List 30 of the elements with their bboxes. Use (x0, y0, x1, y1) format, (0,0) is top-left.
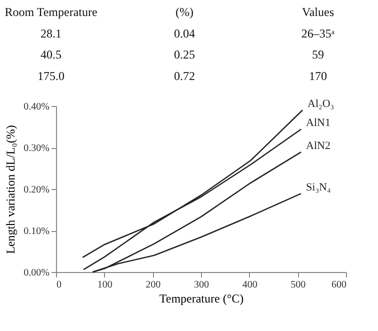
y-tick-label: 0.30% (24, 143, 50, 154)
x-axis-title: Temperature (°C) (159, 292, 244, 306)
x-tick-label: 0 (56, 280, 62, 290)
series-label: AlN1 (306, 117, 331, 130)
x-tick-label: 100 (97, 280, 112, 290)
x-tick-label: 300 (194, 280, 209, 290)
x-tick-label: 500 (290, 280, 306, 290)
series-label: Al₂O₃ (308, 98, 334, 110)
x-tick-label: 200 (146, 280, 161, 290)
text: Values (302, 5, 334, 19)
text: 170 (309, 69, 327, 83)
text: 59 (312, 48, 324, 62)
text: 0.04 (174, 26, 195, 40)
x-tick-label: 400 (242, 280, 258, 290)
text: 28.1 (40, 26, 62, 40)
text: 0.25 (174, 48, 195, 62)
text: 175.0 (38, 69, 64, 83)
text: (%) (176, 5, 194, 19)
text: 40.5 (40, 48, 62, 62)
y-tick-label: 0.20% (24, 184, 50, 196)
text: Room Temperature (4, 5, 98, 19)
text: 26–35ᵃ (301, 26, 336, 40)
series-label: Si₃N₄ (306, 182, 332, 194)
x-tick-label: 600 (332, 280, 346, 290)
y-axis-title: Length variation dL/L₀(%) (4, 125, 18, 254)
text: 0.72 (174, 69, 195, 83)
series-label: AlN2 (306, 140, 331, 152)
y-tick-label: 0.40% (24, 102, 50, 112)
y-tick-label: 0.10% (24, 226, 50, 237)
y-tick-label: 0.00% (24, 268, 50, 278)
